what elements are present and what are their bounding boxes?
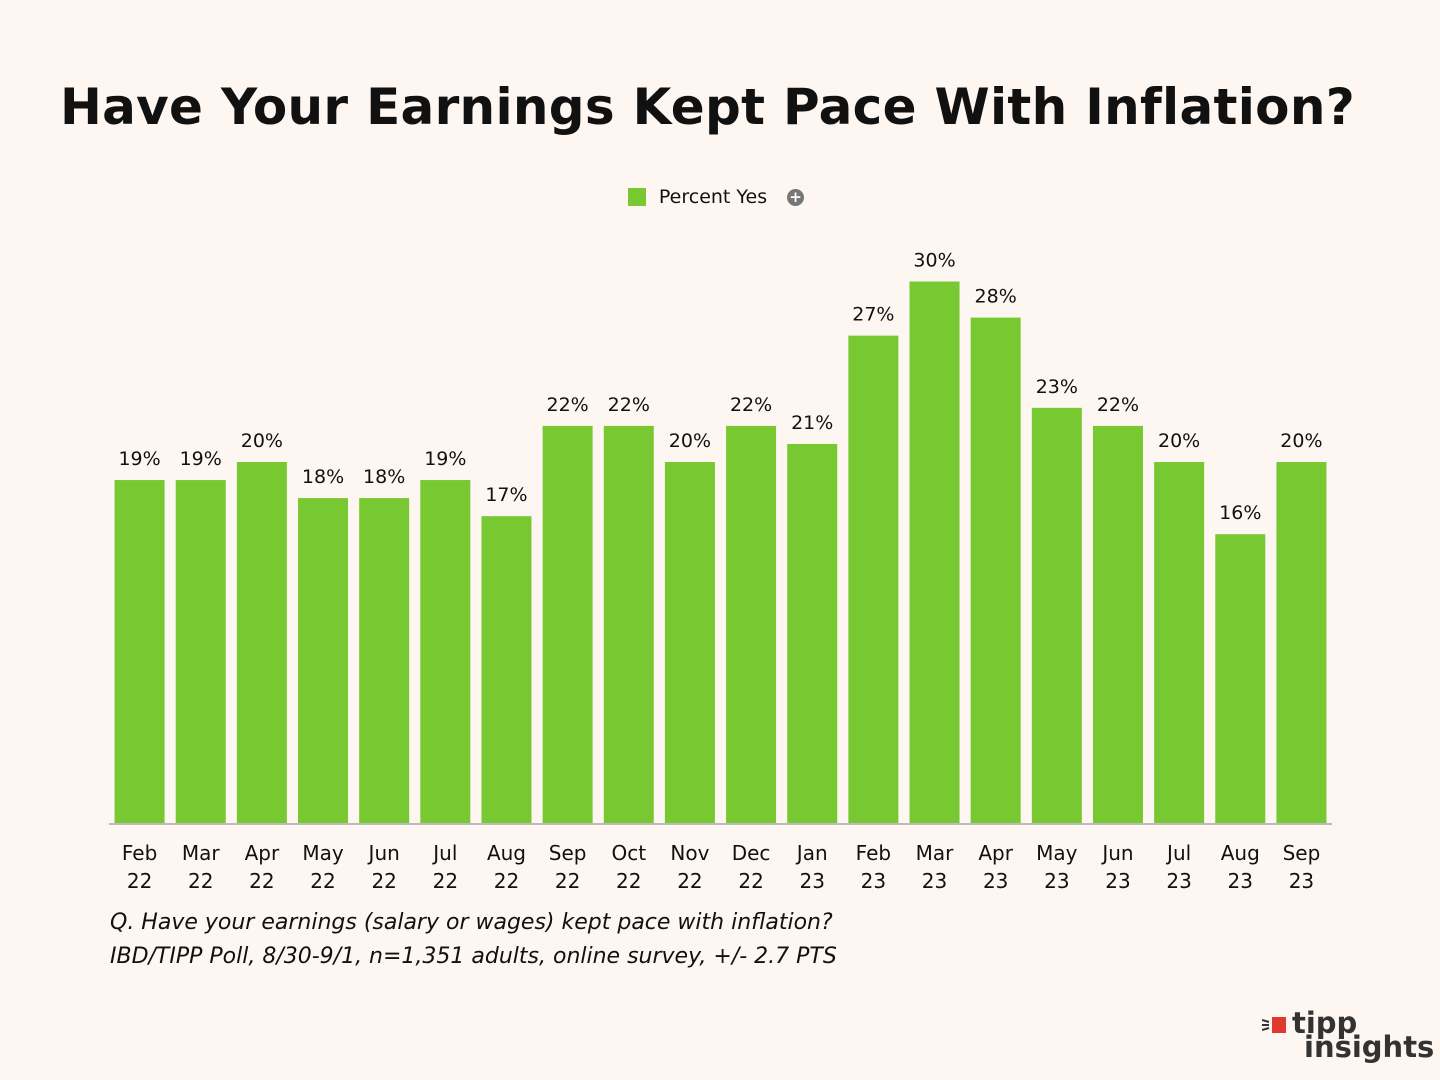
tipp-insights-logo: tipp insights — [1262, 1006, 1434, 1066]
data-label: 22% — [608, 394, 650, 416]
x-tick-label: Sep — [549, 841, 587, 865]
x-tick-label: Dec — [732, 841, 771, 865]
data-label: 20% — [1158, 430, 1200, 452]
logo-text-insights: insights — [1304, 1030, 1435, 1064]
x-tick-label: 23 — [861, 869, 886, 893]
bar — [236, 462, 287, 823]
data-label: 20% — [241, 430, 283, 452]
x-tick-label: Jun — [367, 841, 400, 865]
bar — [787, 443, 838, 823]
x-tick-label: May — [1036, 841, 1078, 865]
data-label: 30% — [913, 250, 955, 272]
bar — [420, 480, 471, 823]
x-tick-label: Apr — [978, 841, 1013, 865]
x-tick-label: 23 — [1289, 869, 1314, 893]
data-label: 23% — [1036, 376, 1078, 398]
x-tick-label: Aug — [487, 841, 526, 865]
x-tick-label: Jul — [1165, 841, 1191, 865]
data-label: 18% — [363, 466, 405, 488]
legend-label: Percent Yes — [658, 186, 768, 208]
bar — [298, 498, 349, 823]
x-tick-label: Mar — [916, 841, 955, 865]
plus-circle-icon[interactable]: + — [787, 188, 805, 206]
bar — [1276, 462, 1327, 823]
bar — [603, 425, 654, 823]
footnote-source: IBD/TIPP Poll, 8/30-9/1, n=1,351 adults,… — [110, 944, 837, 969]
data-label: 19% — [180, 448, 222, 470]
data-label: 19% — [118, 448, 160, 470]
x-tick-label: 23 — [1166, 869, 1191, 893]
bar — [114, 480, 165, 823]
x-tick-label: 22 — [616, 869, 641, 893]
x-tick-label: 22 — [677, 869, 702, 893]
logo-mark-icon — [1262, 1017, 1286, 1033]
data-label: 22% — [730, 394, 772, 416]
x-tick-label: Jun — [1100, 841, 1133, 865]
x-tick-label: Feb — [856, 841, 891, 865]
legend-swatch — [627, 188, 646, 206]
data-label: 16% — [1219, 502, 1261, 524]
data-label: 27% — [852, 304, 894, 326]
x-tick-label: 22 — [433, 869, 458, 893]
data-label: 22% — [1097, 394, 1139, 416]
data-label: 28% — [975, 286, 1017, 308]
x-tick-label: Oct — [611, 841, 646, 865]
x-tick-label: 22 — [249, 869, 274, 893]
bar — [481, 516, 532, 823]
x-tick-label: 22 — [127, 869, 152, 893]
x-tick-label: 23 — [1228, 869, 1253, 893]
legend: Percent Yes + — [0, 186, 1440, 208]
x-tick-label: Jan — [795, 841, 828, 865]
bar — [1031, 407, 1082, 823]
bar — [1092, 425, 1143, 823]
x-tick-label: Feb — [122, 841, 157, 865]
x-tick-label: 22 — [188, 869, 213, 893]
bar — [726, 425, 777, 823]
bar — [175, 480, 226, 823]
bar — [848, 335, 899, 823]
data-label: 22% — [547, 394, 589, 416]
x-tick-label: Aug — [1221, 841, 1260, 865]
footnote: Q. Have your earnings (salary or wages) … — [110, 906, 837, 974]
bar — [359, 498, 410, 823]
bar — [970, 317, 1021, 823]
x-tick-label: 22 — [494, 869, 519, 893]
data-label: 17% — [485, 484, 527, 506]
x-tick-label: Sep — [1283, 841, 1321, 865]
bar — [664, 462, 715, 823]
bar — [542, 425, 593, 823]
x-tick-label: Apr — [245, 841, 280, 865]
bar — [1215, 534, 1266, 823]
x-tick-label: 22 — [555, 869, 580, 893]
chart-title: Have Your Earnings Kept Pace With Inflat… — [59, 78, 1356, 136]
x-tick-label: 23 — [1105, 869, 1130, 893]
x-tick-label: Nov — [670, 841, 709, 865]
data-label: 21% — [791, 412, 833, 434]
x-tick-label: 23 — [983, 869, 1008, 893]
x-tick-label: 23 — [1044, 869, 1069, 893]
x-tick-label: May — [302, 841, 344, 865]
data-label: 20% — [1280, 430, 1322, 452]
data-label: 20% — [669, 430, 711, 452]
x-tick-label: 22 — [371, 869, 396, 893]
data-label: 18% — [302, 466, 344, 488]
x-tick-label: 23 — [922, 869, 947, 893]
x-tick-label: Mar — [182, 841, 221, 865]
x-tick-label: Jul — [431, 841, 457, 865]
footnote-question: Q. Have your earnings (salary or wages) … — [110, 910, 833, 935]
x-tick-label: 23 — [799, 869, 824, 893]
data-label: 19% — [424, 448, 466, 470]
bar — [1154, 462, 1205, 823]
logo-text-tipp: tipp — [1292, 1006, 1358, 1040]
x-tick-label: 22 — [738, 869, 763, 893]
x-tick-label: 22 — [310, 869, 335, 893]
bar — [909, 281, 960, 823]
